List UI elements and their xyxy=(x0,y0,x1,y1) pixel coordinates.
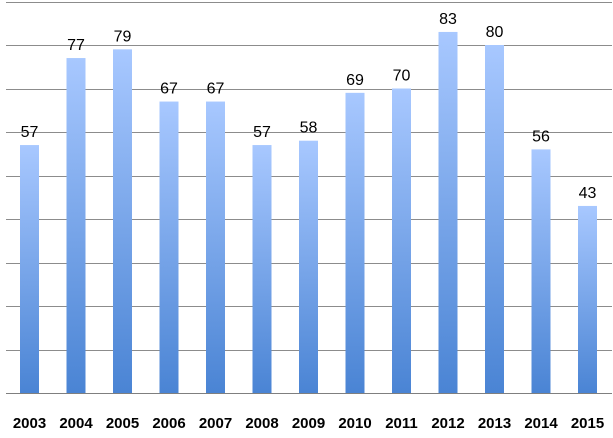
bar-2009 xyxy=(299,140,318,393)
bar-2010 xyxy=(345,92,365,393)
x-tick-label-2014: 2014 xyxy=(524,415,558,432)
x-tick-label-2008: 2008 xyxy=(245,415,278,432)
bar-2015 xyxy=(578,205,597,393)
bar-2003 xyxy=(20,145,39,393)
x-tick-label-2015: 2015 xyxy=(571,415,604,432)
data-labels: 57 77 79 67 67 57 58 69 70 83 80 56 43 xyxy=(21,11,597,202)
x-tick-label-2003: 2003 xyxy=(13,415,46,432)
data-label-2005: 79 xyxy=(114,28,132,45)
x-tick-label-2010: 2010 xyxy=(338,415,371,432)
bar-2005 xyxy=(113,49,132,393)
data-label-2007: 67 xyxy=(207,81,225,98)
data-label-2009: 58 xyxy=(300,120,318,137)
data-label-2013: 80 xyxy=(486,24,504,41)
bar-2012 xyxy=(438,31,458,393)
x-tick-label-2007: 2007 xyxy=(199,415,232,432)
x-tick-label-2011: 2011 xyxy=(385,415,418,432)
data-label-2014: 56 xyxy=(532,128,550,145)
bar-2007 xyxy=(206,101,225,394)
data-label-2012: 83 xyxy=(439,11,457,28)
x-axis-tick-labels: 2003 2004 2005 2006 2007 2008 2009 2010 2011 2012… xyxy=(13,415,604,432)
data-label-2004: 77 xyxy=(67,37,85,54)
data-label-2015: 43 xyxy=(579,185,597,202)
x-tick-label-2005: 2005 xyxy=(106,415,139,432)
x-tick-label-2006: 2006 xyxy=(152,415,185,432)
data-label-2010: 69 xyxy=(346,72,364,89)
bar-2013 xyxy=(485,45,504,393)
x-tick-label-2012: 2012 xyxy=(431,415,464,432)
data-label-2008: 57 xyxy=(253,124,271,141)
x-tick-label-2004: 2004 xyxy=(59,415,93,432)
bar-2008 xyxy=(252,145,272,393)
data-label-2011: 70 xyxy=(393,68,411,85)
bars xyxy=(20,31,597,394)
x-tick-label-2009: 2009 xyxy=(292,415,325,432)
bar-2014 xyxy=(531,149,551,393)
bar-2006 xyxy=(159,101,179,394)
x-tick-label-2013: 2013 xyxy=(478,415,511,432)
bar-2004 xyxy=(66,58,86,394)
data-label-2003: 57 xyxy=(21,124,39,141)
data-label-2006: 67 xyxy=(160,81,178,98)
bar-2011 xyxy=(392,88,411,393)
